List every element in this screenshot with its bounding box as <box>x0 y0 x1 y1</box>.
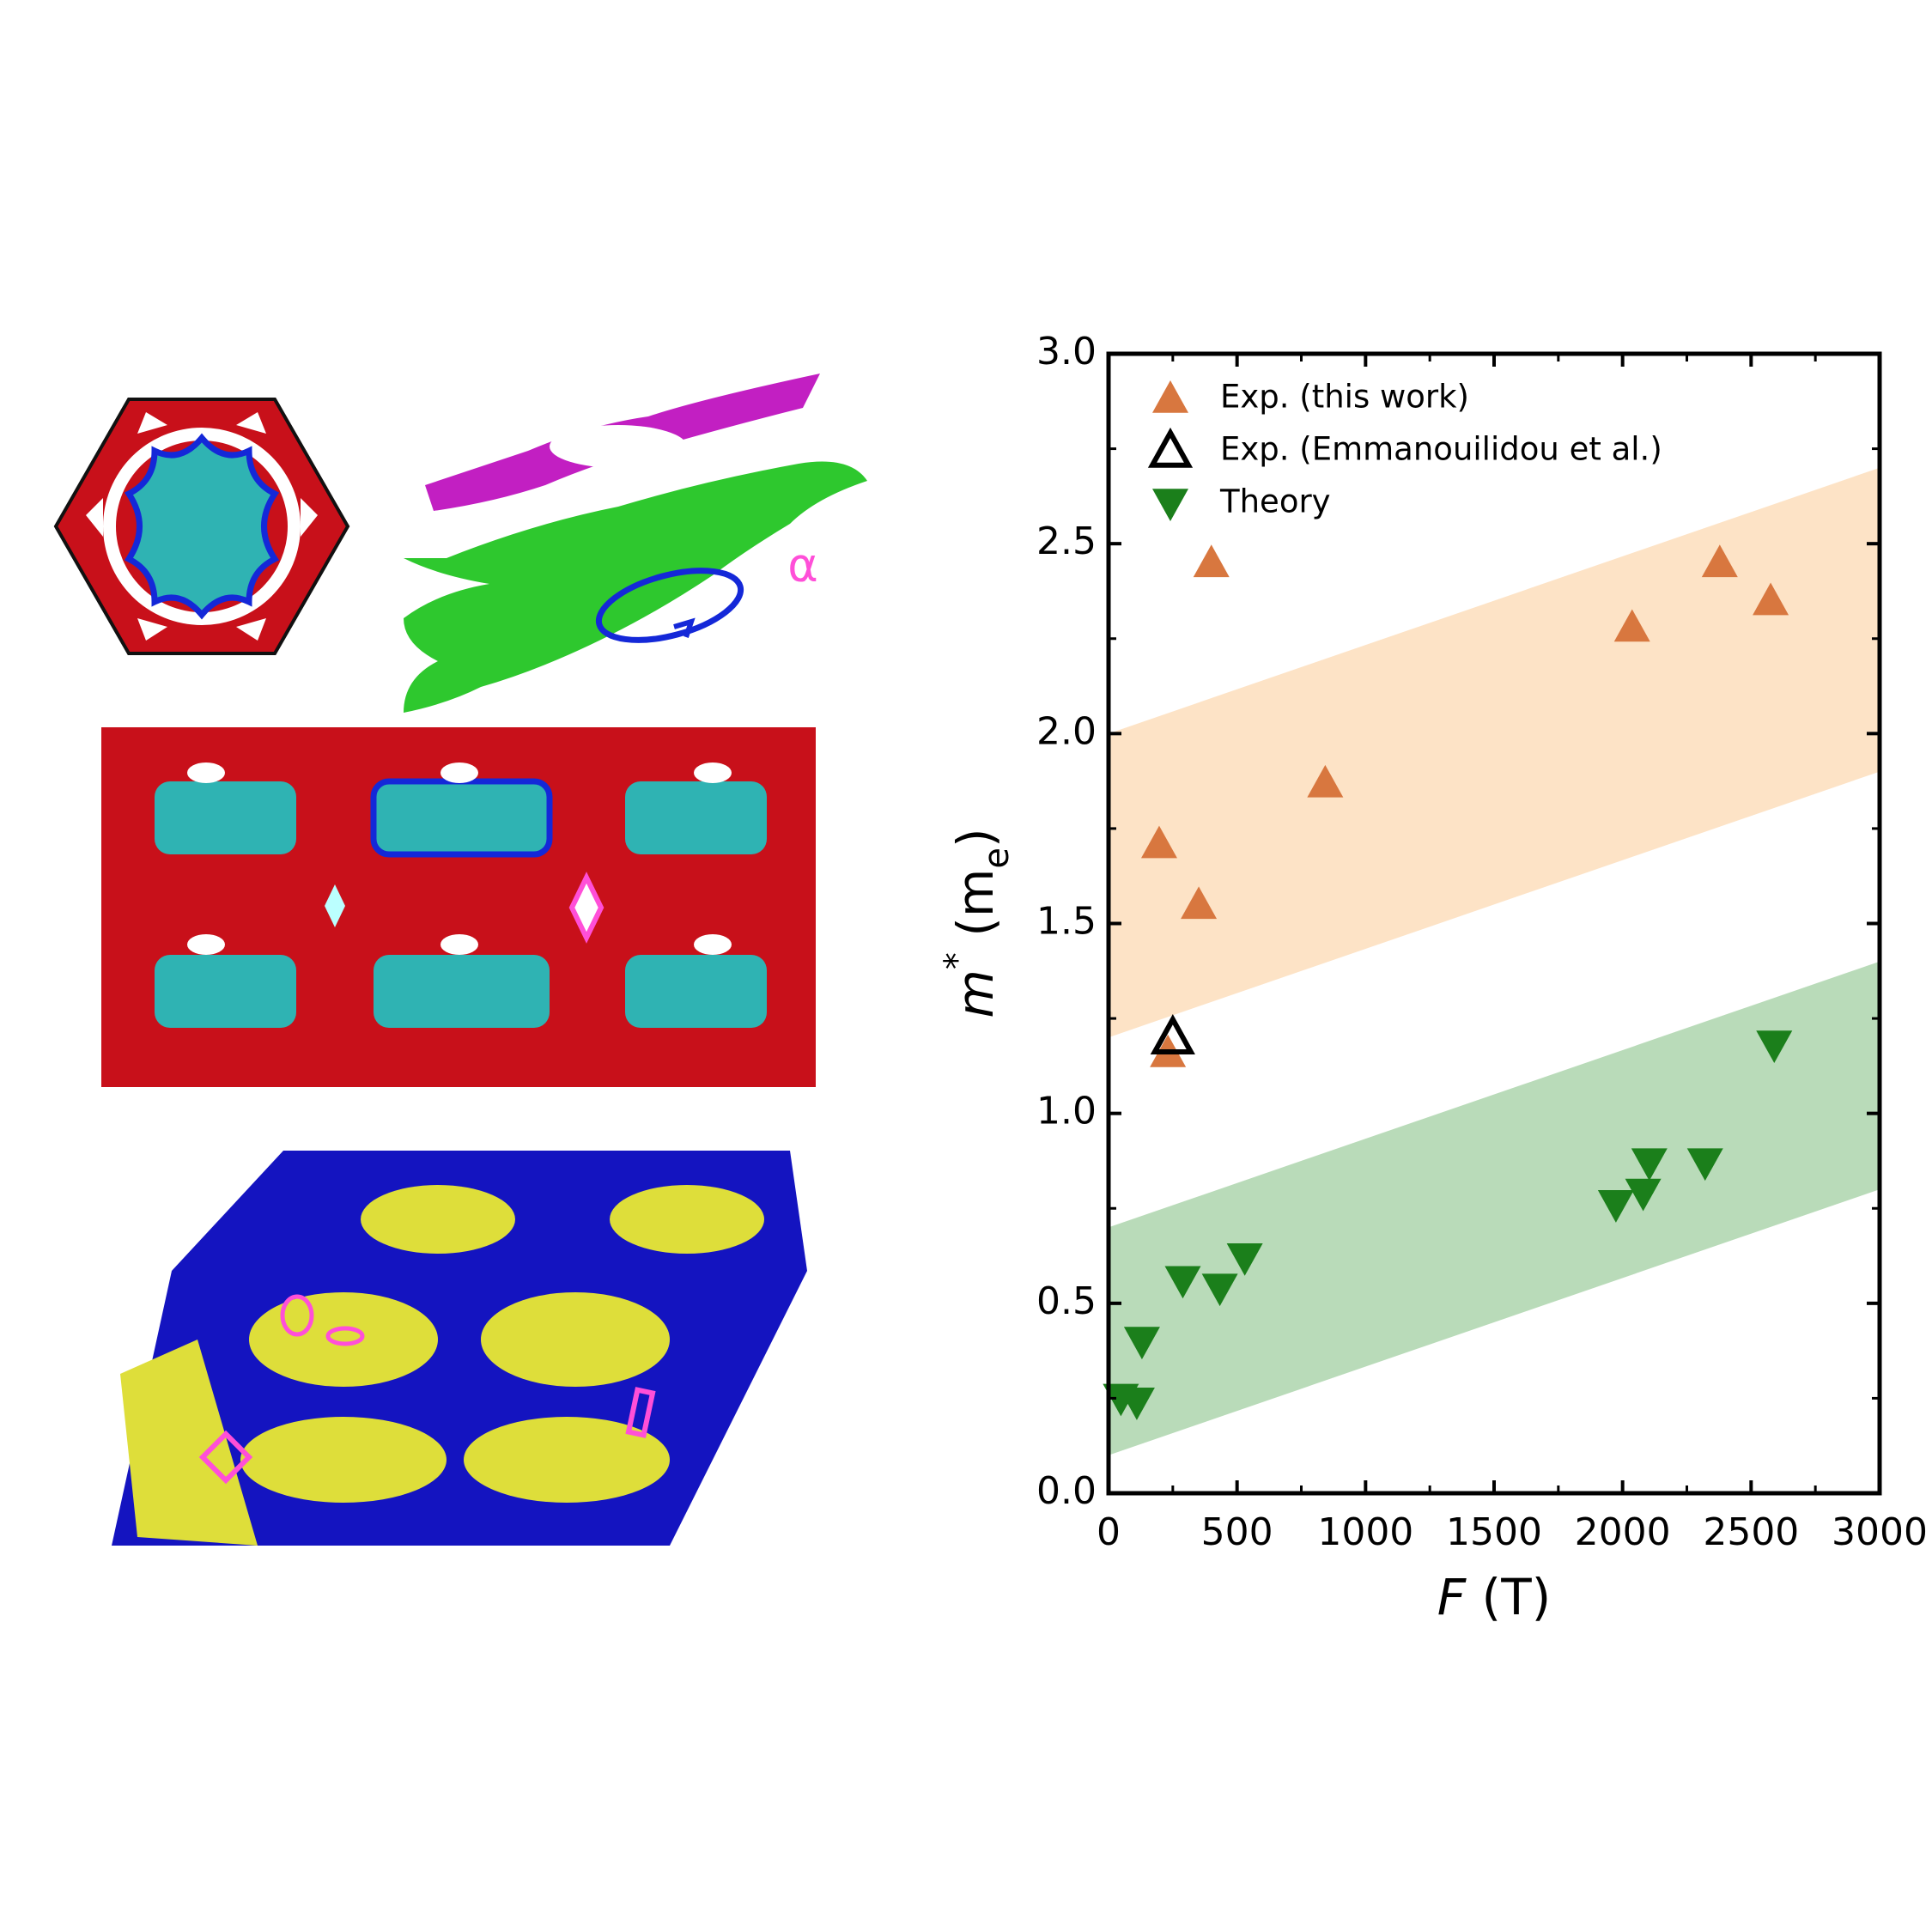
data-point <box>1193 544 1230 578</box>
chart: 0 500 1000 1500 2000 2500 3000 0.0 0.5 1.0 1.5 2.0 2… <box>938 330 1928 1626</box>
x-label-part: (T) <box>1466 1568 1551 1626</box>
teal-pocket <box>625 955 767 1028</box>
yellow-pocket <box>610 1185 764 1254</box>
hole <box>301 498 318 537</box>
data-point <box>1201 1273 1238 1307</box>
y-label-part: (m <box>946 869 1005 953</box>
orbit-arrow <box>673 617 696 638</box>
x-tick-label: 2000 <box>1575 1510 1671 1554</box>
data-point <box>1140 825 1177 859</box>
data-point <box>1226 1242 1263 1276</box>
y-tick-label: 1.0 <box>1036 1090 1097 1133</box>
data-point <box>1701 544 1738 578</box>
legend-marker <box>1152 380 1188 413</box>
diamond-orbit <box>568 872 605 944</box>
data-point <box>1164 1266 1201 1299</box>
data-point <box>1118 1388 1155 1420</box>
legend-marker <box>1152 489 1188 521</box>
slab-panel <box>101 727 816 1087</box>
network-panel: α <box>404 374 867 713</box>
yellow-pocket <box>249 1292 438 1387</box>
y-tick-label: 0.5 <box>1036 1279 1097 1323</box>
hexagon-panel <box>53 398 350 655</box>
lattice-panel <box>112 1151 807 1546</box>
orbit-label: α <box>787 538 818 592</box>
diamond-orbit <box>198 1430 253 1485</box>
hole <box>86 498 103 537</box>
hole <box>236 618 266 641</box>
teal-pocket <box>155 781 296 854</box>
x-tick-label: 0 <box>1097 1510 1121 1554</box>
yellow-pocket <box>464 1417 670 1503</box>
y-tick-label: 2.0 <box>1036 709 1097 753</box>
hole <box>187 934 225 955</box>
data-point <box>1686 1148 1723 1182</box>
hole <box>694 762 732 783</box>
data-point <box>1613 609 1650 642</box>
orbit <box>595 568 744 643</box>
orbit <box>280 1294 314 1337</box>
yellow-pocket <box>481 1292 670 1387</box>
hole <box>137 618 167 641</box>
x-tick-label: 1500 <box>1446 1510 1542 1554</box>
x-tick-label: 3000 <box>1832 1510 1928 1554</box>
hole <box>137 412 167 434</box>
orbit <box>325 1326 365 1346</box>
teal-pocket <box>374 955 550 1028</box>
hole <box>440 762 478 783</box>
y-axis-label: m* (me) <box>938 828 1017 1018</box>
teal-pocket <box>625 781 767 854</box>
y-tick-label: 1.5 <box>1036 900 1097 944</box>
hole <box>440 934 478 955</box>
hole <box>187 762 225 783</box>
diamond <box>325 884 345 927</box>
legend-marker <box>1147 427 1194 468</box>
data-point <box>1181 886 1218 920</box>
legend-label: Exp. (this work) <box>1220 379 1469 416</box>
y-label-part: ) <box>946 828 1005 848</box>
y-tick-label: 3.0 <box>1036 330 1097 374</box>
x-tick-label: 2500 <box>1703 1510 1799 1554</box>
band <box>1109 467 1880 1038</box>
hole <box>694 934 732 955</box>
teal-pocket <box>155 955 296 1028</box>
y-label-part: e <box>977 848 1017 869</box>
band <box>1109 961 1880 1455</box>
legend-label: Exp. (Emmanouilidou et al.) <box>1220 431 1662 468</box>
data-point <box>1597 1190 1634 1223</box>
x-tick-label: 500 <box>1201 1510 1273 1554</box>
legend-label: Theory <box>1219 483 1331 520</box>
teal-pocket <box>124 433 280 620</box>
y-label-part: * <box>938 952 977 969</box>
teal-pocket <box>370 778 553 858</box>
x-axis-label: F (T) <box>1437 1568 1552 1626</box>
yellow-pocket <box>361 1185 515 1254</box>
hole <box>236 412 266 434</box>
data-point <box>1123 1327 1160 1360</box>
y-tick-label: 2.5 <box>1036 519 1097 563</box>
data-point <box>1756 1030 1793 1064</box>
data-point <box>1150 1014 1195 1054</box>
rect-orbit <box>625 1387 656 1438</box>
data-point <box>1753 582 1789 616</box>
yellow-pocket <box>240 1417 447 1503</box>
y-tick-label: 0.0 <box>1036 1469 1097 1513</box>
x-tick-label: 1000 <box>1317 1510 1413 1554</box>
yellow-sheet <box>120 1340 258 1546</box>
x-label-part: F <box>1437 1568 1467 1626</box>
data-point <box>1631 1148 1668 1182</box>
data-point <box>1307 764 1344 798</box>
data-point <box>1625 1178 1662 1212</box>
hole <box>550 425 687 468</box>
y-label-part: m <box>946 969 1005 1018</box>
